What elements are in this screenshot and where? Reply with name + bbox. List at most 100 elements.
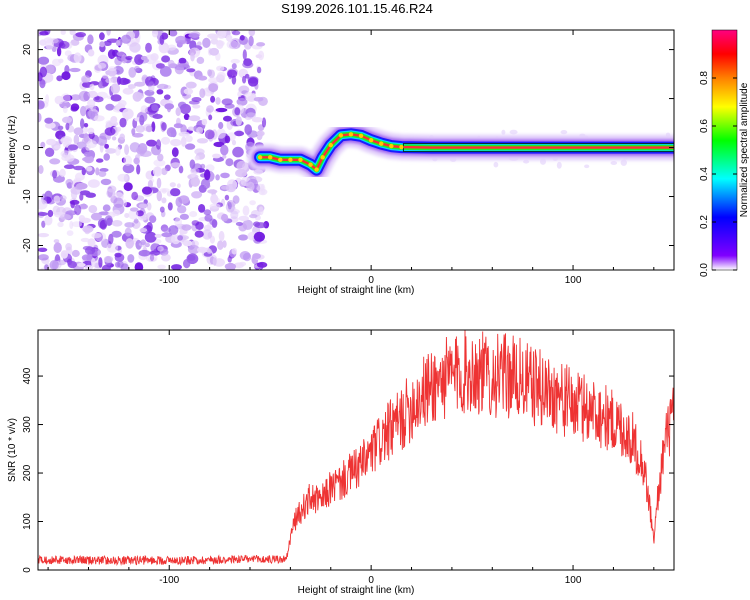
snr-frame <box>37 329 675 571</box>
noise-blob <box>84 246 96 255</box>
colorbar-tick-label: 0.2 <box>699 215 710 229</box>
noise-blob <box>110 94 122 102</box>
noise-blob <box>232 146 244 158</box>
spectrogram-frame <box>37 29 675 271</box>
noise-blob <box>176 183 181 188</box>
noise-blob <box>610 161 618 165</box>
noise-blob <box>145 125 153 133</box>
noise-blob <box>152 166 163 177</box>
noise-blob <box>224 135 231 144</box>
colorbar-tick-label: 0.6 <box>699 119 710 133</box>
noise-blob <box>58 58 64 64</box>
noise-blob <box>86 110 96 120</box>
noise-blob <box>122 163 135 174</box>
noise-blob <box>199 88 206 99</box>
noise-blob <box>258 206 264 216</box>
noise-blob <box>90 212 102 221</box>
noise-blob <box>161 253 171 262</box>
noise-blob <box>194 148 205 155</box>
noise-blob <box>242 205 250 216</box>
noise-blob <box>45 94 50 105</box>
noise-blob <box>226 40 239 50</box>
ridge-peak-dot <box>389 143 394 149</box>
noise-blob <box>248 35 254 47</box>
noise-blob <box>208 114 213 121</box>
noise-blob <box>53 242 62 254</box>
noise-blob <box>198 204 206 213</box>
noise-blob <box>185 135 193 143</box>
noise-blob <box>253 169 264 175</box>
noise-blob <box>213 141 225 148</box>
noise-blob <box>523 159 530 164</box>
noise-blob <box>177 235 184 241</box>
noise-blob <box>167 202 173 211</box>
noise-blob <box>59 195 67 201</box>
noise-blob <box>73 52 82 63</box>
noise-blob <box>80 105 87 117</box>
noise-blob <box>74 204 82 216</box>
noise-blob <box>106 30 111 36</box>
noise-blob <box>139 114 145 126</box>
noise-blob <box>218 121 224 130</box>
noise-blob <box>65 178 74 187</box>
noise-blob <box>44 147 55 157</box>
noise-blob <box>182 240 193 247</box>
noise-blob <box>202 229 213 240</box>
noise-blob <box>123 182 133 192</box>
noise-blob <box>243 252 252 262</box>
ridge-peak-dot <box>379 141 384 146</box>
noise-blob <box>180 136 187 147</box>
noise-blob <box>83 151 93 157</box>
noise-blob <box>95 167 100 176</box>
noise-blob <box>69 199 80 205</box>
noise-blob <box>191 191 203 199</box>
ridge-peak-dot <box>298 157 303 162</box>
noise-blob <box>203 209 212 216</box>
noise-blob <box>38 100 45 110</box>
noise-blob <box>140 55 148 61</box>
noise-blob <box>161 188 167 194</box>
noise-blob <box>138 249 151 257</box>
noise-blob <box>85 192 96 198</box>
noise-blob <box>111 136 117 141</box>
noise-blob <box>170 188 181 197</box>
noise-blob <box>46 138 56 146</box>
noise-blob <box>145 42 152 53</box>
noise-blob <box>215 174 220 181</box>
noise-blob <box>149 215 157 224</box>
noise-blob <box>202 37 211 49</box>
noise-blob <box>261 117 267 128</box>
noise-blob <box>70 39 80 46</box>
noise-blob <box>103 153 110 161</box>
noise-blob <box>168 225 179 235</box>
noise-blob <box>135 125 145 133</box>
y-tick-label: -20 <box>22 238 33 253</box>
noise-blob <box>149 254 155 262</box>
snr-line <box>38 330 674 566</box>
noise-blob <box>238 215 249 222</box>
noise-blob <box>247 77 259 87</box>
noise-blob <box>191 97 202 102</box>
noise-blob <box>108 233 114 245</box>
noise-blob <box>104 143 109 149</box>
noise-blob <box>40 141 46 149</box>
noise-blob <box>61 116 73 124</box>
noise-blob <box>56 75 63 82</box>
noise-blob <box>237 91 242 98</box>
ridge-peak-dot <box>358 133 364 138</box>
noise-blob <box>161 232 173 238</box>
noise-blob <box>133 157 140 165</box>
noise-blob <box>87 179 100 188</box>
ridge-peak-dot <box>348 132 354 137</box>
noise-blob <box>157 245 164 252</box>
noise-blob <box>196 138 209 144</box>
noise-blob <box>200 163 206 169</box>
noise-blob <box>174 217 182 227</box>
noise-blob <box>124 213 130 218</box>
noise-blob <box>101 264 111 270</box>
colorbar <box>711 29 738 271</box>
noise-blob <box>179 213 189 220</box>
noise-blob <box>73 177 82 183</box>
noise-blob <box>99 32 105 41</box>
